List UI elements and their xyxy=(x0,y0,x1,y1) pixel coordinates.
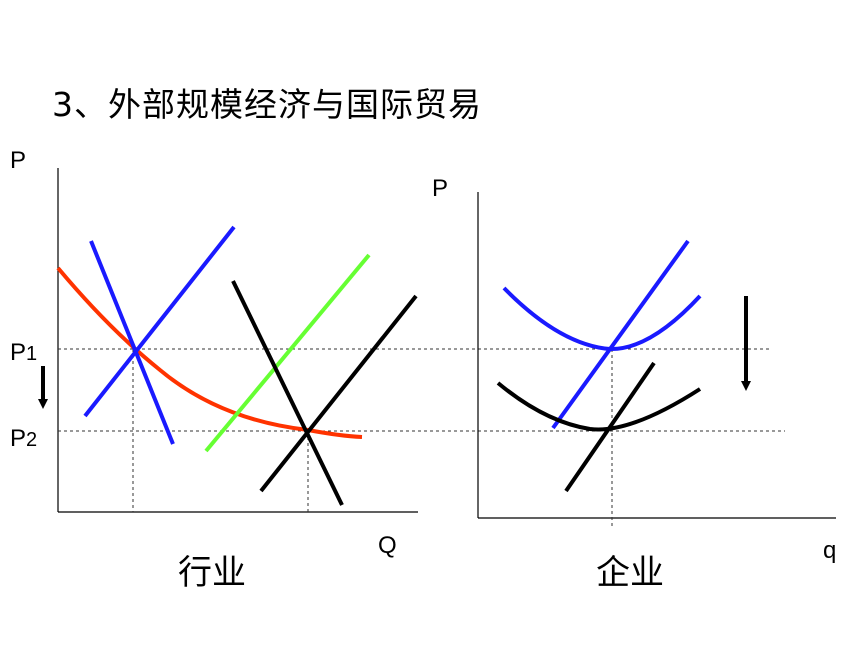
firm-average-cost-blue xyxy=(502,286,702,352)
left-x-axis-label: Q xyxy=(378,532,397,559)
firm-average-cost-black xyxy=(496,381,702,432)
left-y-axis-label: P xyxy=(10,147,27,174)
firm-caption: 企业 xyxy=(596,553,664,593)
firm-marginal-cost-black xyxy=(564,361,656,493)
industry-supply-blue xyxy=(83,225,236,418)
right-x-axis-label: q xyxy=(823,537,837,564)
price-label-p2: P2 xyxy=(10,425,38,452)
slide-title: 3、外部规模经济与国际贸易 xyxy=(52,85,482,124)
right-y-axis-label: P xyxy=(432,175,449,202)
firm-marginal-cost-blue xyxy=(551,239,690,430)
industry-demand-black xyxy=(231,280,344,506)
price-label-p1: P1 xyxy=(10,339,38,366)
industry-caption: 行业 xyxy=(178,553,246,593)
industry-supply-green xyxy=(204,253,371,453)
industry-demand-blue xyxy=(89,240,175,445)
industry-supply-black xyxy=(259,294,418,493)
forward-falling-supply-curve xyxy=(56,266,363,439)
